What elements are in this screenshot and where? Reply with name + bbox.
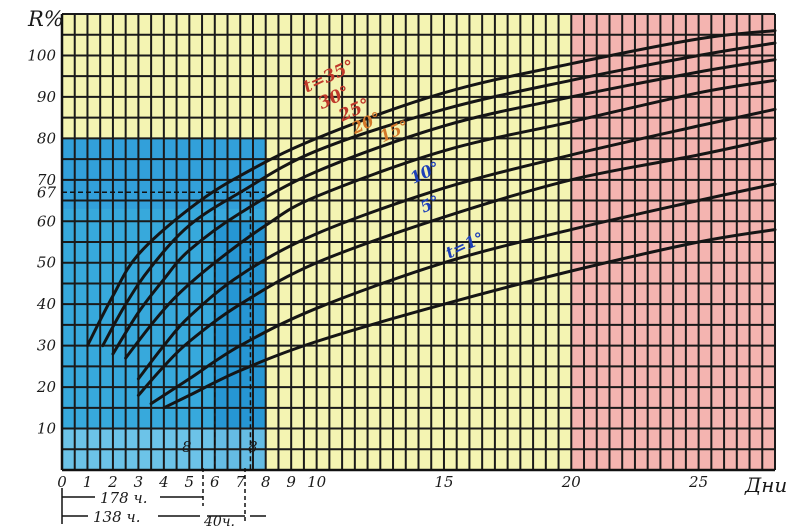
x-tick-label: 10	[307, 473, 327, 491]
x-tick-label: 3	[134, 473, 144, 491]
x-tick-label: 1	[83, 473, 93, 491]
ticks-layer: 0 1 2 3 4 5 6 7 8 9 10 15 20 251020304050606770809010…	[27, 46, 708, 491]
y-tick-label: 60	[37, 212, 57, 230]
b-mark-2: 8	[248, 438, 258, 456]
b-mark-1: 8	[182, 438, 192, 456]
span-40-hours: 40ч.	[203, 514, 235, 530]
x-tick-label: 0	[57, 473, 67, 491]
y-tick-label: 20	[36, 378, 57, 396]
hours-brackets: 178 ч. 138 ч. 40ч.	[61, 468, 266, 530]
curve-t1	[162, 228, 777, 410]
x-tick-label: 25	[688, 473, 708, 491]
y-tick-label: 90	[37, 88, 57, 106]
grid-layer	[60, 13, 776, 472]
x-tick-label: 20	[561, 473, 582, 491]
curves-layer	[85, 29, 777, 410]
curve-5	[149, 182, 777, 406]
x-tick-label: 6	[210, 473, 220, 491]
x-tick-label: 7	[235, 473, 245, 491]
x-tick-label: 5	[185, 473, 195, 491]
y-tick-label: 80	[37, 129, 57, 147]
curve-10	[136, 136, 777, 397]
curve-15	[136, 107, 777, 381]
y-tick-label: 30	[37, 337, 57, 355]
x-axis-title: Дни	[744, 473, 787, 497]
span-138-hours: 138 ч.	[93, 508, 141, 526]
curve-25	[111, 58, 777, 356]
span-178-hours: 178 ч.	[100, 489, 148, 507]
y-tick-label: 40	[36, 295, 57, 313]
x-tick-label: 9	[286, 473, 296, 491]
y-tick-label: 100	[27, 46, 56, 64]
x-tick-label: 4	[158, 473, 169, 491]
y-axis-title: R%	[27, 7, 64, 31]
y-tick-label: 67	[37, 183, 57, 201]
y-tick-label: 70	[37, 171, 57, 189]
x-tick-label: 8	[261, 473, 271, 491]
curve-t35	[85, 29, 777, 348]
y-tick-label: 10	[37, 420, 57, 438]
y-tick-label: 50	[37, 254, 57, 272]
curve-30	[101, 41, 777, 348]
x-tick-label: 2	[107, 473, 118, 491]
curve-20	[124, 78, 777, 360]
x-tick-label: 15	[434, 473, 453, 491]
